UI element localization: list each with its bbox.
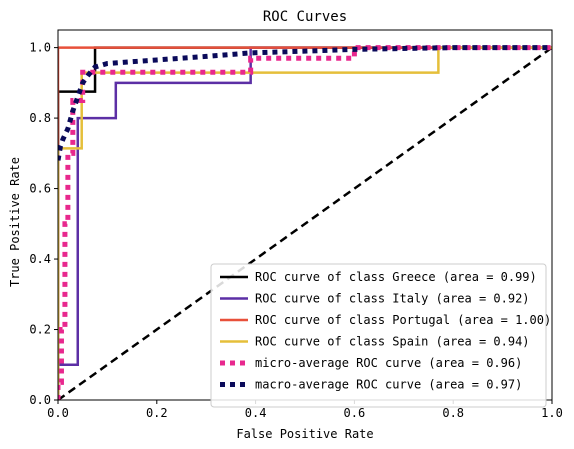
y-tick-label: 1.0 — [29, 41, 51, 55]
chance-diagonal-line — [58, 46, 552, 400]
plot-area — [58, 45, 552, 400]
series-line-4 — [58, 45, 552, 400]
legend-label: macro-average ROC curve (area = 0.97) — [255, 378, 522, 392]
legend-label: micro-average ROC curve (area = 0.96) — [255, 356, 522, 370]
series-group — [58, 45, 552, 400]
legend: ROC curve of class Greece (area = 0.99) R… — [210, 263, 551, 408]
x-tick-label: 0.2 — [146, 406, 168, 420]
y-tick-label: 0.4 — [29, 252, 51, 266]
x-tick-label: 0.6 — [344, 406, 366, 420]
y-tick-label: 0.8 — [29, 111, 51, 125]
legend-label: ROC curve of class Portugal (area = 1.00… — [255, 313, 551, 327]
x-axis-label: False Positive Rate — [236, 427, 373, 441]
chart-title: ROC Curves — [263, 9, 347, 25]
y-tick-label: 0.2 — [29, 323, 51, 337]
y-tick-label: 0.0 — [29, 393, 51, 407]
series-line-5 — [58, 45, 552, 161]
legend-label: ROC curve of class Italy (area = 0.92) — [255, 292, 530, 306]
y-axis-label: True Positive Rate — [8, 157, 22, 287]
x-tick-label: 0.4 — [245, 406, 267, 420]
y-tick-label: 0.6 — [29, 182, 51, 196]
x-tick-label: 0.0 — [47, 406, 69, 420]
legend-label: ROC curve of class Greece (area = 0.99) — [255, 270, 537, 284]
x-tick-label: 1.0 — [541, 406, 563, 420]
x-tick-label: 0.8 — [442, 406, 464, 420]
legend-label: ROC curve of class Spain (area = 0.94) — [255, 335, 530, 349]
legend-box — [210, 263, 547, 408]
